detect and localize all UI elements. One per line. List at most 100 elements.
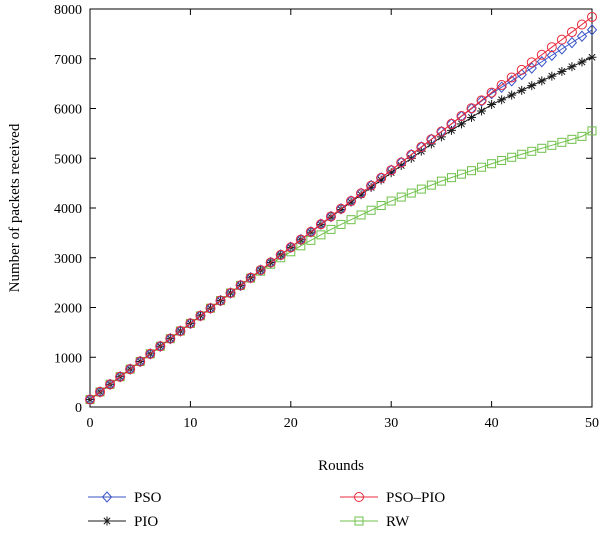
data-point <box>101 491 113 503</box>
data-point <box>115 371 126 382</box>
data-point <box>165 333 176 344</box>
data-point <box>517 149 527 159</box>
data-point <box>376 201 386 211</box>
data-point <box>195 310 206 321</box>
legend: PSO PSO–PIO PIO RW <box>88 490 445 530</box>
data-point <box>446 118 457 129</box>
y-tick-label: 2000 <box>54 302 82 317</box>
data-point <box>547 71 557 81</box>
data-point <box>125 364 136 375</box>
data-point <box>497 95 507 105</box>
data-point <box>295 234 306 245</box>
data-point <box>446 173 456 183</box>
data-point <box>587 126 597 136</box>
data-point <box>386 196 396 206</box>
data-point <box>426 134 437 145</box>
data-point <box>305 226 316 237</box>
data-point <box>546 42 557 53</box>
data-point <box>456 111 467 122</box>
star-stroke <box>558 67 566 75</box>
y-tick-label: 6000 <box>54 103 82 118</box>
data-point <box>467 112 477 122</box>
data-point <box>486 87 497 98</box>
series-line <box>89 130 593 400</box>
legend-label: PIO <box>134 514 158 530</box>
y-tick-label: 8000 <box>54 3 82 18</box>
axis-ticks: 0 10 20 30 40 50 0 1000 2000 3000 4000 5000 6000 7000… <box>54 3 599 431</box>
data-point <box>526 57 537 68</box>
data-point <box>376 172 387 183</box>
data-point <box>285 242 296 253</box>
data-point <box>265 257 276 268</box>
data-point <box>316 230 326 240</box>
star-stroke <box>407 154 415 162</box>
data-point <box>496 81 507 93</box>
data-point <box>354 516 364 526</box>
star-stroke <box>528 82 536 90</box>
legend-item: RW <box>340 514 410 530</box>
data-point <box>577 131 587 141</box>
data-point <box>205 303 216 314</box>
data-point <box>85 394 95 405</box>
data-point <box>255 265 266 276</box>
data-point <box>556 34 567 45</box>
data-point <box>477 162 487 172</box>
data-point <box>536 49 547 60</box>
data-point <box>507 90 517 100</box>
series-layer <box>84 11 598 406</box>
series-rw <box>85 126 597 405</box>
data-point <box>396 157 407 168</box>
data-point <box>386 165 397 176</box>
data-point <box>476 95 487 106</box>
data-point <box>517 85 527 95</box>
data-point <box>315 219 326 230</box>
star-stroke <box>588 53 596 61</box>
data-point <box>537 76 547 86</box>
series-line <box>89 16 593 400</box>
data-point <box>336 203 346 214</box>
y-tick-label: 4000 <box>54 202 82 217</box>
data-point <box>155 341 166 352</box>
y-tick-label: 0 <box>75 401 82 416</box>
data-point <box>275 249 286 260</box>
data-point <box>416 184 426 194</box>
series-pso-pio <box>85 11 597 405</box>
data-point <box>354 492 364 502</box>
data-point <box>526 62 537 74</box>
series-line <box>89 29 593 400</box>
star-stroke <box>103 517 111 525</box>
data-point <box>356 188 367 199</box>
data-point <box>567 134 577 144</box>
data-point <box>576 30 588 43</box>
y-axis-label: Number of packets received <box>7 123 23 292</box>
data-point <box>567 62 577 72</box>
star-stroke <box>568 63 576 71</box>
data-point <box>496 80 507 91</box>
data-point <box>487 100 497 110</box>
data-point <box>566 36 578 49</box>
legend-item: PIO <box>88 514 158 530</box>
y-tick-label: 5000 <box>54 152 82 167</box>
data-point <box>102 516 112 526</box>
data-point <box>557 137 567 147</box>
data-point <box>477 106 487 116</box>
data-point <box>587 11 597 22</box>
data-point <box>577 57 587 67</box>
data-point <box>497 155 507 165</box>
data-point <box>225 287 236 298</box>
legend-item: PSO–PIO <box>340 490 445 506</box>
star-stroke <box>488 101 496 109</box>
data-point <box>566 27 577 38</box>
data-point <box>456 169 466 179</box>
data-point <box>175 326 186 337</box>
data-point <box>105 379 116 390</box>
y-tick-label: 7000 <box>54 53 82 68</box>
x-tick-label: 40 <box>485 416 499 431</box>
data-point <box>356 210 366 220</box>
star-stroke <box>508 91 516 99</box>
star-stroke <box>387 169 395 177</box>
star-stroke <box>578 58 586 66</box>
star-stroke <box>548 72 556 80</box>
data-point <box>135 356 146 367</box>
